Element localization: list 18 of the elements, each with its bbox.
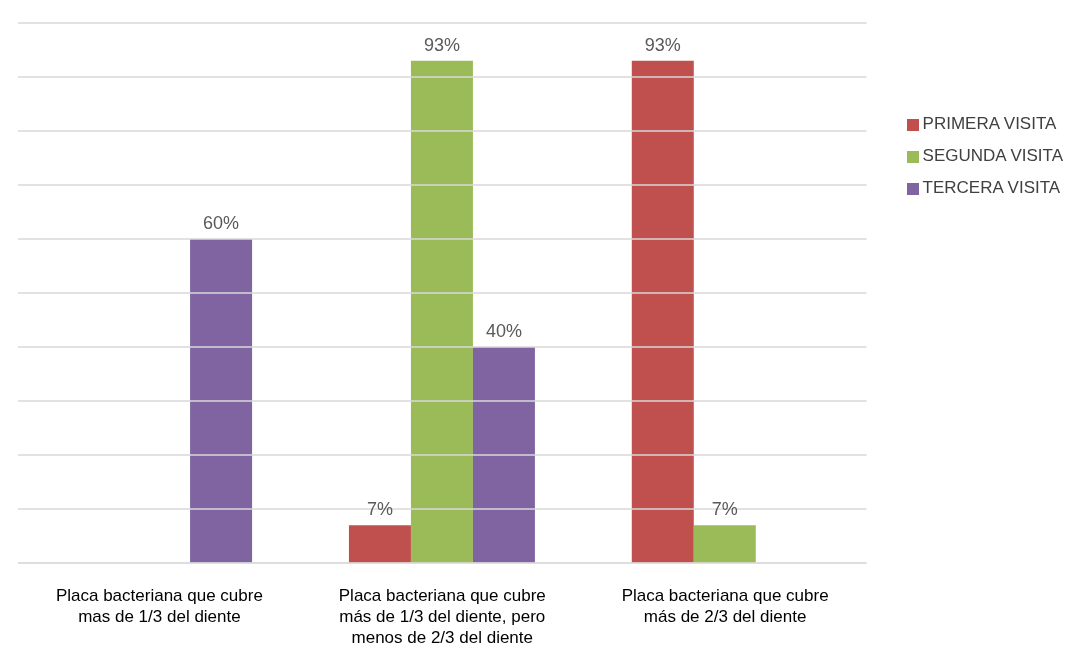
data-label: 60% [203, 213, 240, 233]
data-label: 7% [366, 499, 393, 520]
bar [410, 60, 473, 563]
bar [348, 525, 411, 563]
legend-label: TERCERA VISITA [922, 178, 1061, 197]
x-tick-label: Placa bacteriana que cubre más de 1/3 del diente, pero menos de 2/3 del diente [338, 586, 546, 647]
bar [472, 347, 535, 563]
data-label: 93% [644, 34, 681, 55]
data-label: 93% [423, 34, 460, 55]
data-label: 40% [485, 321, 522, 341]
legend-label: SEGUNDA VISITA [922, 146, 1063, 165]
bar [693, 525, 756, 563]
bar [190, 239, 253, 563]
data-label: 7% [711, 499, 738, 520]
legend-label: PRIMERA VISITA [922, 114, 1057, 133]
x-tick-label: Placa bacteriana que cubre mas de 1/3 del diente [55, 586, 263, 626]
bar [631, 60, 694, 563]
x-tick-label: Placa bacteriana que cubre más de 2/3 del diente [621, 586, 829, 626]
